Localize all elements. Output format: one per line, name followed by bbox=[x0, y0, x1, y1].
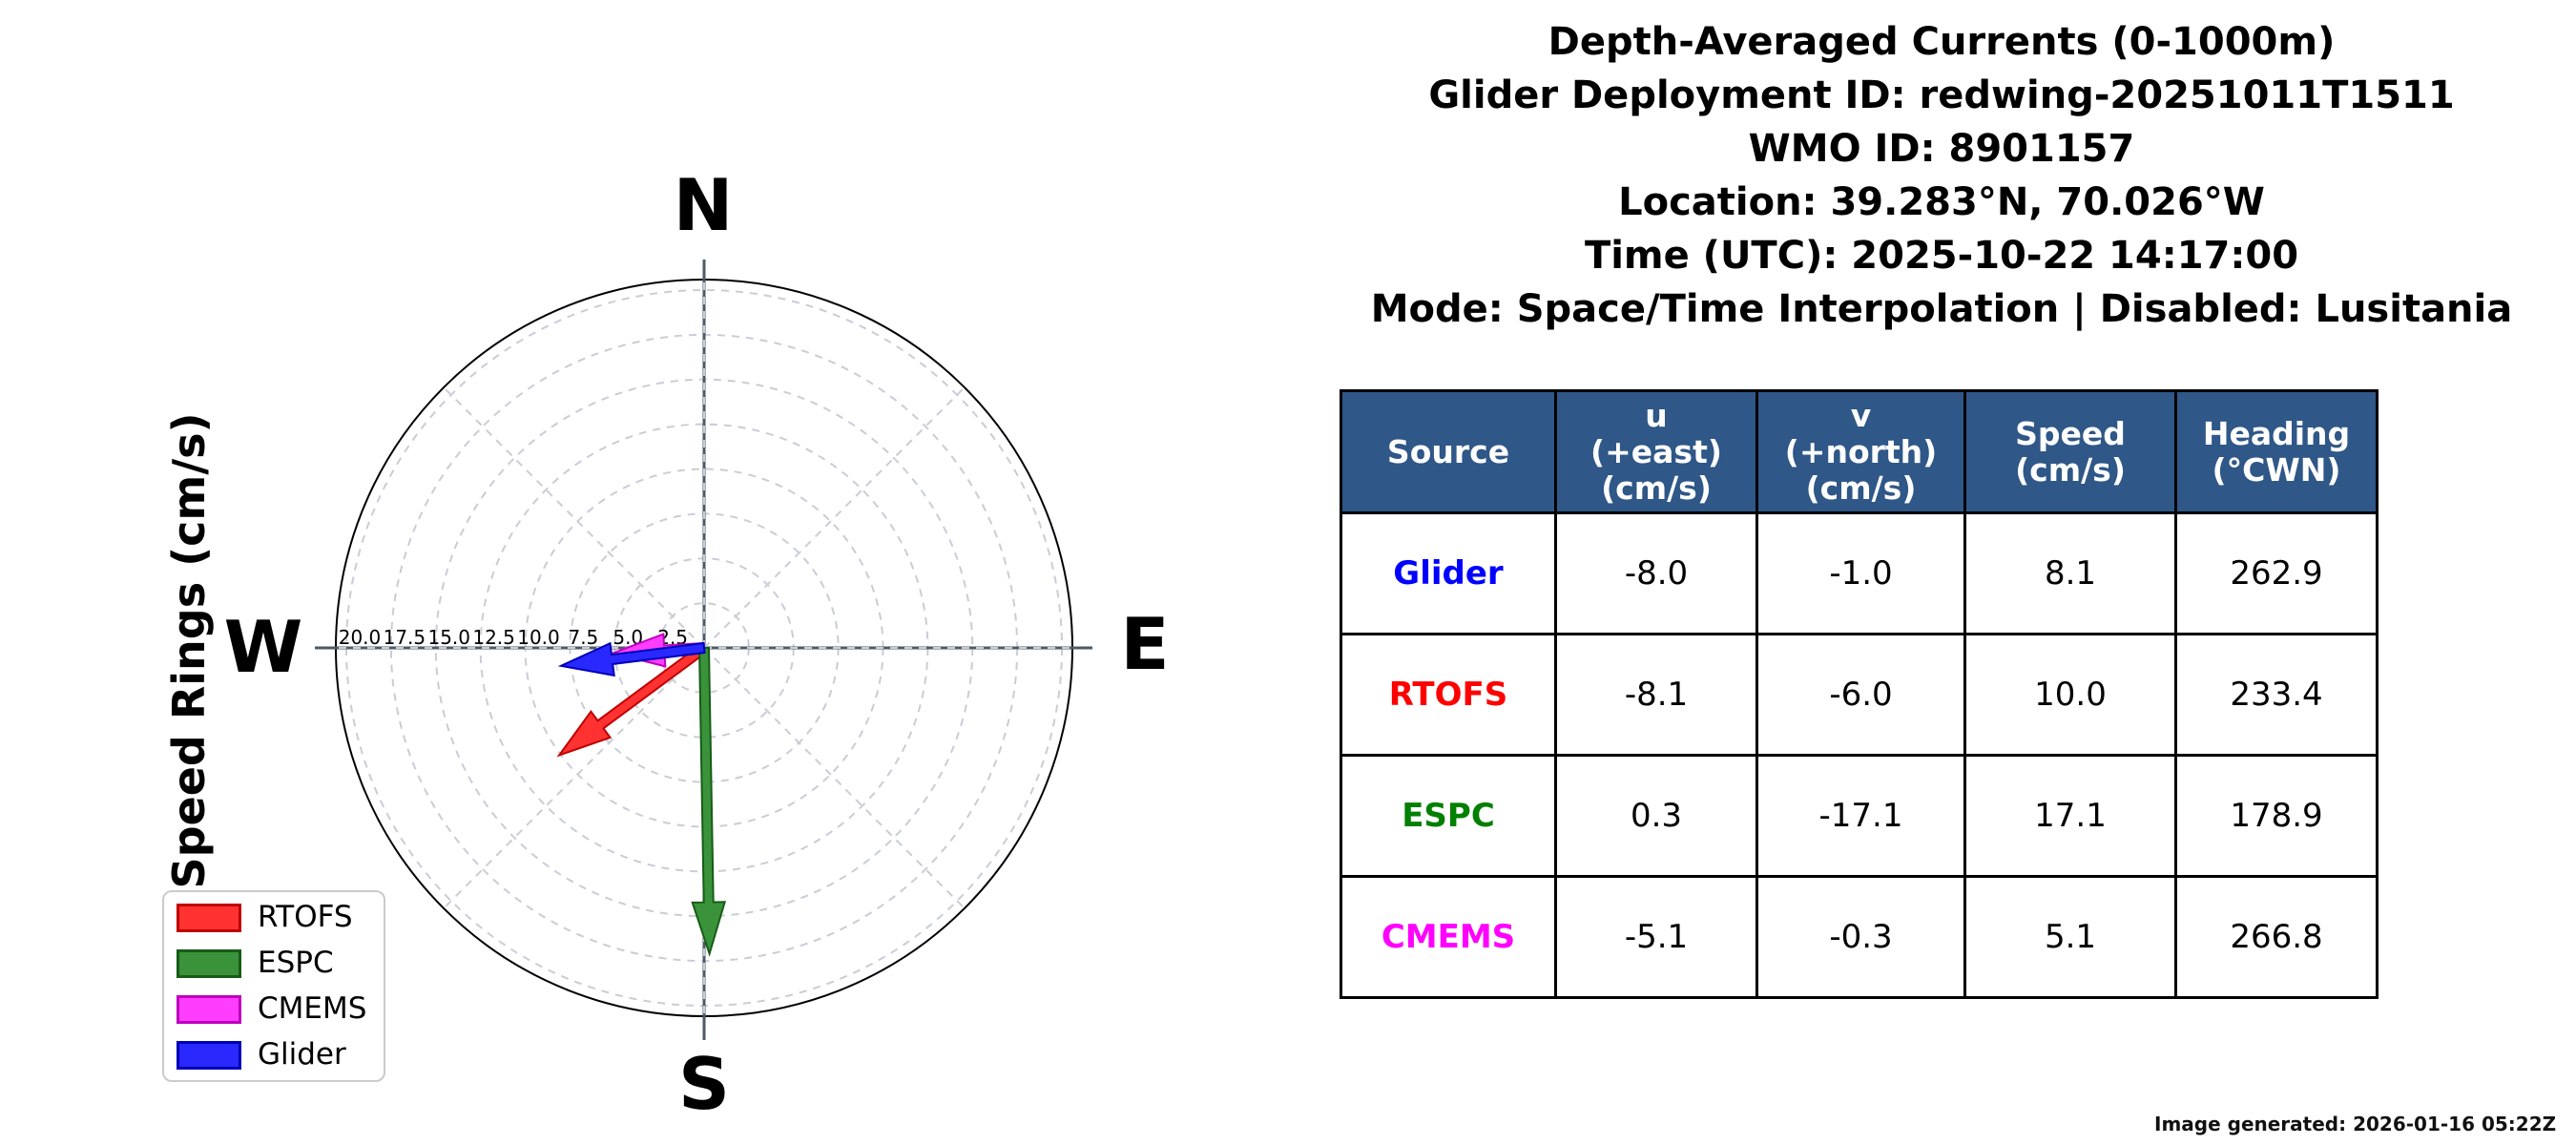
v-cell: -17.1 bbox=[1755, 754, 1966, 878]
glider-swatch bbox=[177, 1040, 241, 1070]
ring-label-12.5: 12.5 bbox=[472, 626, 515, 649]
espc-current-arrow bbox=[691, 646, 727, 957]
header-speed: Speed (cm/s) bbox=[1963, 389, 2177, 514]
espc-swatch bbox=[177, 948, 241, 978]
spoke-315deg bbox=[703, 647, 966, 909]
image-generated-timestamp: Image generated: 2026-01-16 05:22Z bbox=[2154, 1113, 2557, 1135]
spoke-45deg bbox=[703, 386, 966, 649]
legend-label: Glider bbox=[258, 1037, 346, 1072]
legend-label: RTOFS bbox=[258, 900, 353, 934]
source-cell: RTOFS bbox=[1340, 633, 1557, 757]
ring-label-20.0: 20.0 bbox=[339, 626, 382, 649]
ring-label-10.0: 10.0 bbox=[517, 626, 560, 649]
south-label: S bbox=[678, 1042, 730, 1126]
mode-line: Mode: Space/Time Interpolation | Disable… bbox=[1370, 287, 2513, 331]
rtofs-swatch bbox=[177, 903, 241, 932]
v-cell: -6.0 bbox=[1755, 633, 1966, 757]
speed-rings-axis-title: Speed Rings (cm/s) bbox=[163, 412, 215, 888]
v-cell: -0.3 bbox=[1755, 875, 1966, 999]
speed-cell: 8.1 bbox=[1963, 511, 2177, 635]
spoke-135deg bbox=[443, 386, 705, 649]
source-cell: CMEMS bbox=[1340, 875, 1557, 999]
heading-cell: 262.9 bbox=[2174, 511, 2379, 635]
speed-cell: 5.1 bbox=[1963, 875, 2177, 999]
deployment-id-line: Glider Deployment ID: redwing-20251011T1… bbox=[1428, 73, 2455, 117]
source-cell: ESPC bbox=[1340, 754, 1557, 878]
legend-item-rtofs: RTOFS bbox=[164, 898, 384, 937]
glider-current-arrow bbox=[557, 641, 706, 677]
ring-label-7.5: 7.5 bbox=[568, 626, 598, 649]
u-cell: -8.0 bbox=[1554, 511, 1758, 635]
location-line: Location: 39.283°N, 70.026°W bbox=[1618, 180, 2265, 224]
u-cell: 0.3 bbox=[1554, 754, 1758, 878]
u-cell: -5.1 bbox=[1554, 875, 1758, 999]
current-compass-plot: 20.0 17.5 15.0 12.5 10.0 7.5 5.0 2.5 N S E W Sp… bbox=[163, 163, 1170, 1126]
speed-cell: 10.0 bbox=[1963, 633, 2177, 757]
east-label: E bbox=[1120, 602, 1169, 686]
legend-item-espc: ESPC bbox=[164, 944, 384, 983]
table-row-rtofs: RTOFS -8.1 -6.0 10.0 233.4 bbox=[1340, 633, 2379, 757]
header-u: u (+east) (cm/s) bbox=[1554, 389, 1758, 514]
table-header-row: Source u (+east) (cm/s) v (+north) (cm/s… bbox=[1340, 389, 2379, 514]
north-label: N bbox=[674, 163, 734, 247]
header-source: Source bbox=[1340, 389, 1557, 514]
ring-label-17.5: 17.5 bbox=[384, 626, 426, 649]
table-row-cmems: CMEMS -5.1 -0.3 5.1 266.8 bbox=[1340, 875, 2379, 999]
ring-label-15.0: 15.0 bbox=[427, 626, 470, 649]
title-block: Depth-Averaged Currents (0-1000m) Glider… bbox=[1307, 15, 2576, 336]
table-row-glider: Glider -8.0 -1.0 8.1 262.9 bbox=[1340, 511, 2379, 635]
header-heading: Heading (°CWN) bbox=[2174, 389, 2379, 514]
plot-title: Depth-Averaged Currents (0-1000m) bbox=[1548, 20, 2336, 64]
time-line: Time (UTC): 2025-10-22 14:17:00 bbox=[1584, 234, 2299, 278]
wmo-id-line: WMO ID: 8901157 bbox=[1748, 127, 2135, 171]
u-cell: -8.1 bbox=[1554, 633, 1758, 757]
spoke-225deg bbox=[443, 647, 705, 909]
heading-cell: 178.9 bbox=[2174, 754, 2379, 878]
source-cell: Glider bbox=[1340, 511, 1557, 635]
legend: RTOFS ESPC CMEMS Glider bbox=[162, 890, 385, 1082]
west-label: W bbox=[224, 605, 303, 689]
legend-label: CMEMS bbox=[258, 991, 367, 1026]
legend-item-glider: Glider bbox=[164, 1035, 384, 1074]
v-cell: -1.0 bbox=[1755, 511, 1966, 635]
table-row-espc: ESPC 0.3 -17.1 17.1 178.9 bbox=[1340, 754, 2379, 878]
heading-cell: 266.8 bbox=[2174, 875, 2379, 999]
current-vectors bbox=[556, 633, 727, 957]
currents-table: Source u (+east) (cm/s) v (+north) (cm/s… bbox=[1340, 389, 2379, 999]
speed-cell: 17.1 bbox=[1963, 754, 2177, 878]
rtofs-current-arrow bbox=[556, 642, 709, 758]
legend-item-cmems: CMEMS bbox=[164, 989, 384, 1029]
legend-label: ESPC bbox=[258, 946, 334, 980]
heading-cell: 233.4 bbox=[2174, 633, 2379, 757]
header-v: v (+north) (cm/s) bbox=[1755, 389, 1966, 514]
cmems-swatch bbox=[177, 994, 241, 1024]
